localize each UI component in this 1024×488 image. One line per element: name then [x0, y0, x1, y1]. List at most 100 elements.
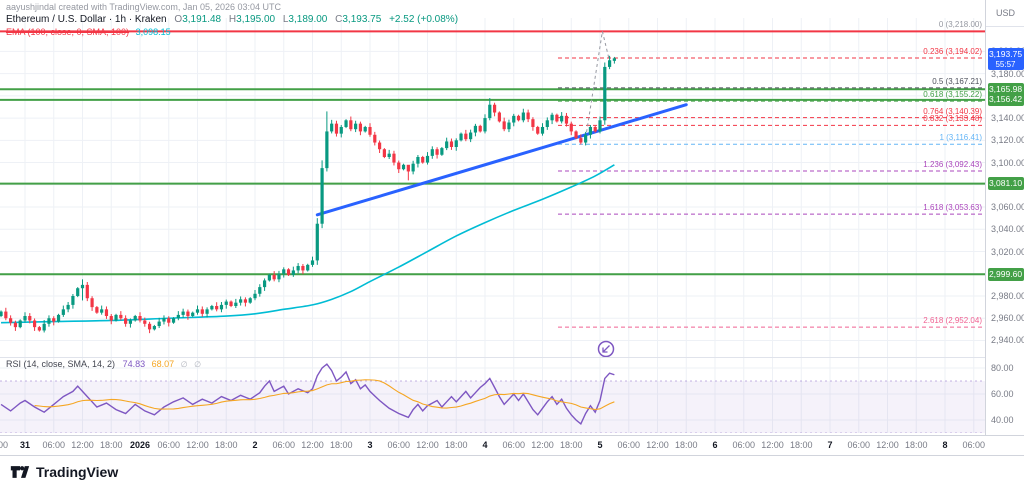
level-price-badge: 2,999.60 — [987, 267, 1024, 281]
time-label: 06:00 — [732, 440, 756, 450]
fib-level-label: 1 (3,116.41) — [939, 133, 982, 143]
level-price-badge: 3,081.10 — [987, 177, 1024, 191]
price-axis[interactable]: USD 3,200.003,180.003,140.003,120.003,10… — [985, 0, 1024, 455]
fib-level-label: 0.764 (3,140.39) — [923, 106, 982, 116]
time-label: 18:00 — [444, 440, 468, 450]
footer-bar: TradingView — [0, 455, 1024, 488]
fib-level-label: 2.618 (2,952.04) — [923, 316, 982, 326]
price-tick: 2,980.00 — [991, 291, 1024, 301]
fib-level-label: 1.236 (3,092.43) — [923, 159, 982, 169]
close-label: C — [335, 14, 343, 25]
price-tick: 2,940.00 — [991, 335, 1024, 346]
time-label: 18:00 — [904, 440, 928, 450]
fib-level-label: 0.832 (3,133.48) — [923, 114, 982, 124]
high-label: H — [228, 14, 237, 25]
close-value: 3,193.75 — [342, 14, 382, 25]
time-label: 12:00 — [416, 440, 439, 450]
rsi-indicator-label: RSI (14, close, SMA, 14, 2) — [6, 359, 116, 369]
fib-retracement[interactable] — [558, 57, 985, 328]
rsi-ma-value: 68.07 — [151, 359, 175, 369]
price-tick: 3,180.00 — [991, 68, 1024, 79]
change-value: +2.52 (+0.08%) — [389, 14, 459, 25]
rsi-tick: 80.00 — [991, 363, 1014, 373]
ema-indicator-label: EMA (100, close, 0, SMA, 100) — [6, 27, 130, 37]
time-label: 8 — [942, 440, 948, 450]
time-label: 12:00 — [186, 440, 209, 450]
drawing-marker-icon[interactable] — [597, 340, 615, 358]
time-label: 12:00 — [876, 440, 899, 450]
fib-level-label: 0.5 (3,167.21) — [932, 76, 982, 86]
empty-value-icon: ∅ — [180, 360, 188, 369]
rsi-ma-line — [34, 379, 615, 411]
price-tick: 2,960.00 — [991, 313, 1024, 324]
fib-level-label: 1.618 (3,053.63) — [923, 203, 982, 213]
time-label: 06:00 — [847, 440, 871, 450]
pane-separator[interactable] — [0, 357, 1024, 358]
price-tick: 3,040.00 — [991, 224, 1024, 235]
ema-legend[interactable]: EMA (100, close, 0, SMA, 100) 3,098.15 — [6, 27, 171, 37]
level-price-badge: 3,156.42 — [987, 93, 1024, 107]
time-label: 12:00 — [531, 440, 554, 450]
time-label: 06:00 — [962, 440, 986, 450]
watermark: aayushjindal created with TradingView.co… — [6, 2, 281, 12]
time-label: 5 — [597, 440, 603, 450]
rsi-legend[interactable]: RSI (14, close, SMA, 14, 2) 74.83 68.07 … — [6, 359, 201, 369]
time-label: 6 — [712, 440, 718, 450]
open-value: 3,191.48 — [182, 14, 222, 25]
trendline-drawing[interactable] — [315, 103, 688, 217]
last-price-badge: 3,193.75 55:57 — [987, 48, 1024, 71]
rsi-indicator-value: 74.83 — [122, 359, 146, 369]
time-label: 06:00 — [157, 440, 181, 450]
empty-value-icon: ∅ — [194, 360, 202, 369]
time-label: 2026 — [129, 440, 151, 450]
low-value: 3,189.00 — [288, 14, 328, 25]
chart-canvas[interactable] — [0, 0, 1024, 455]
open-label: O — [174, 14, 183, 25]
time-label: 00 — [0, 440, 8, 450]
fib-level-label: 0 (3,218.00) — [938, 20, 982, 30]
time-label: 06:00 — [502, 440, 526, 450]
ema-indicator-value: 3,098.15 — [135, 27, 171, 37]
time-label: 18:00 — [559, 440, 583, 450]
time-label: 2 — [252, 440, 258, 450]
time-label: 06:00 — [617, 440, 641, 450]
level-price-badge: 3,165.98 — [987, 82, 1024, 96]
price-tick: 3,100.00 — [991, 157, 1024, 168]
time-axis[interactable]: 00 31 06:00 12:00 18:00 2026 06:00 12:00 18:00 2 0… — [0, 435, 1024, 456]
time-label: 31 — [19, 440, 31, 450]
currency-label: USD — [986, 0, 1024, 27]
time-label: 06:00 — [387, 440, 411, 450]
price-tick: 3,120.00 — [991, 135, 1024, 146]
time-label: 3 — [367, 440, 373, 450]
time-label: 12:00 — [646, 440, 669, 450]
price-tick: 3,020.00 — [991, 246, 1024, 257]
time-label: 4 — [482, 440, 488, 450]
time-label: 18:00 — [214, 440, 238, 450]
fib-level-label: 0.618 (3,155.22) — [923, 90, 982, 100]
rsi-tick: 60.00 — [991, 389, 1014, 399]
time-label: 06:00 — [42, 440, 66, 450]
grid-lines — [0, 18, 985, 433]
time-label: 12:00 — [761, 440, 784, 450]
time-label: 18:00 — [329, 440, 353, 450]
time-label: 12:00 — [71, 440, 94, 450]
main-pane — [0, 30, 985, 334]
fib-level-label: 0.236 (3,194.02) — [923, 47, 982, 56]
candlestick-series — [0, 55, 616, 334]
price-tick: 3,060.00 — [991, 202, 1024, 213]
tradingview-wordmark[interactable]: TradingView — [36, 464, 119, 480]
rsi-pane — [0, 363, 985, 433]
time-label: 18:00 — [674, 440, 698, 450]
tradingview-logo-icon[interactable] — [10, 462, 30, 482]
time-label: 06:00 — [272, 440, 296, 450]
symbol-legend[interactable]: Ethereum / U.S. Dollar · 1h · Kraken O3,… — [6, 14, 458, 25]
time-label: 12:00 — [301, 440, 324, 450]
symbol-title: Ethereum / U.S. Dollar · 1h · Kraken — [6, 14, 167, 25]
time-label: 7 — [827, 440, 833, 450]
price-tick: 3,140.00 — [991, 113, 1024, 124]
high-value: 3,195.00 — [236, 14, 276, 25]
time-label: 18:00 — [99, 440, 123, 450]
fib-anchor-path — [585, 31, 611, 139]
rsi-tick: 40.00 — [991, 415, 1014, 425]
time-label: 18:00 — [789, 440, 813, 450]
